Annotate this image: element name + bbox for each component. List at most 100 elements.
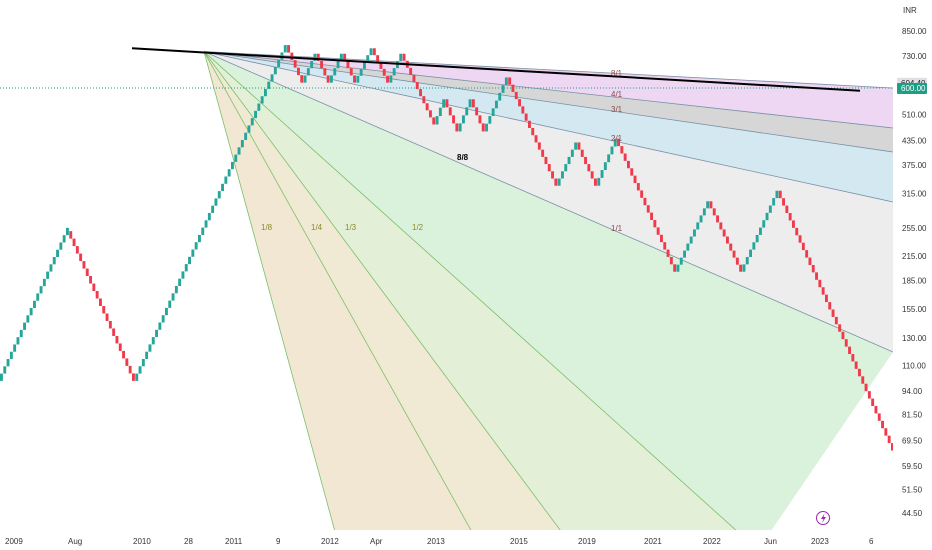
renko-brick xyxy=(867,391,871,399)
renko-brick xyxy=(260,96,264,104)
last-price-badge: 600.00 xyxy=(897,83,927,94)
renko-brick xyxy=(861,376,865,384)
renko-brick xyxy=(273,67,277,75)
renko-brick xyxy=(735,257,739,265)
renko-brick xyxy=(643,197,647,206)
gann-fan-labels: 8/1 4/1 3/1 2/1 1/1 1/2 1/3 1/4 1/8 xyxy=(261,69,623,233)
renko-brick xyxy=(224,176,228,184)
renko-brick xyxy=(567,156,571,165)
renko-brick xyxy=(848,346,851,355)
renko-brick xyxy=(808,257,812,265)
renko-brick xyxy=(570,149,574,157)
renko-brick xyxy=(118,343,122,351)
renko-brick xyxy=(636,183,640,191)
renko-brick xyxy=(356,75,360,83)
y-tick-label: 110.00 xyxy=(902,361,926,370)
renko-brick xyxy=(204,220,208,228)
renko-brick xyxy=(297,67,300,76)
renko-brick xyxy=(544,156,548,165)
renko-brick xyxy=(610,146,614,155)
renko-brick xyxy=(155,329,158,338)
time-axis[interactable]: 2009 Aug 2010 28 2011 9 2012 Apr 2013 2015 2019 202… xyxy=(5,537,874,546)
renko-brick xyxy=(320,60,323,69)
renko-brick xyxy=(801,242,805,251)
renko-brick xyxy=(379,62,383,69)
renko-brick xyxy=(815,272,818,280)
renko-brick xyxy=(656,227,660,235)
renko-brick xyxy=(125,358,129,366)
renko-brick xyxy=(452,115,455,124)
renko-brick xyxy=(785,205,789,214)
renko-brick xyxy=(471,99,475,108)
renko-brick xyxy=(455,123,459,132)
renko-brick xyxy=(300,75,304,83)
renko-brick xyxy=(323,68,327,76)
renko-brick xyxy=(640,190,644,198)
y-tick-label: 185.00 xyxy=(902,276,927,285)
renko-brick xyxy=(775,190,779,199)
renko-brick xyxy=(673,264,677,272)
renko-brick xyxy=(227,169,231,177)
renko-brick xyxy=(33,300,36,309)
gann-fan-bands xyxy=(203,51,893,530)
renko-brick xyxy=(399,53,403,61)
renko-brick xyxy=(617,138,620,147)
renko-brick xyxy=(924,422,927,429)
renko-brick xyxy=(650,212,653,220)
renko-brick xyxy=(214,198,218,206)
renko-brick xyxy=(911,451,914,458)
fan-band-1-2 xyxy=(204,51,893,530)
renko-brick xyxy=(653,219,657,228)
renko-brick xyxy=(603,162,607,171)
renko-brick xyxy=(168,300,172,308)
y-tick-label: 69.50 xyxy=(902,436,923,445)
renko-brick xyxy=(821,287,825,295)
renko-brick xyxy=(759,227,762,235)
renko-brick xyxy=(201,227,205,235)
fan-label-8: 1/8 xyxy=(261,223,273,232)
renko-brick xyxy=(333,68,337,76)
renko-brick xyxy=(442,99,446,108)
renko-brick xyxy=(699,215,703,223)
renko-brick xyxy=(514,91,518,100)
renko-brick xyxy=(293,60,297,68)
renko-brick xyxy=(326,75,330,83)
y-tick-label: 51.50 xyxy=(902,485,923,494)
renko-brick xyxy=(590,171,594,179)
renko-brick xyxy=(376,55,380,63)
renko-brick xyxy=(165,307,168,316)
renko-brick xyxy=(854,361,858,369)
fan-line-7 xyxy=(203,51,472,530)
renko-brick xyxy=(66,227,69,236)
renko-brick xyxy=(244,132,248,141)
renko-brick xyxy=(874,405,878,414)
renko-brick xyxy=(683,250,686,258)
renko-brick xyxy=(178,278,182,286)
renko-brick xyxy=(36,293,40,301)
price-axis[interactable]: 44.50 51.50 59.50 69.50 81.50 94.00 110.00 130.… xyxy=(902,27,927,518)
fan-line-8 xyxy=(203,51,335,530)
renko-brick xyxy=(798,235,802,243)
renko-brick xyxy=(56,249,59,258)
fan-label-4: 1/1 xyxy=(611,224,623,233)
renko-brick xyxy=(557,178,561,186)
renko-brick xyxy=(663,242,667,250)
renko-brick xyxy=(468,99,472,108)
renko-brick xyxy=(825,294,828,303)
renko-brick xyxy=(600,170,604,178)
trend-line[interactable] xyxy=(131,47,861,92)
renko-brick xyxy=(49,264,53,272)
renko-brick xyxy=(481,123,485,132)
fan-line-1 xyxy=(203,51,893,129)
renko-brick xyxy=(105,313,109,321)
renko-brick xyxy=(264,88,267,97)
renko-brick xyxy=(891,443,893,451)
renko-brick xyxy=(211,205,215,213)
x-tick-label: Jun xyxy=(764,537,777,546)
y-tick-label: 130.00 xyxy=(902,334,927,343)
renko-brick xyxy=(290,52,294,61)
renko-brick xyxy=(115,335,119,344)
renko-brick xyxy=(217,191,221,199)
lightning-icon[interactable] xyxy=(816,511,830,525)
